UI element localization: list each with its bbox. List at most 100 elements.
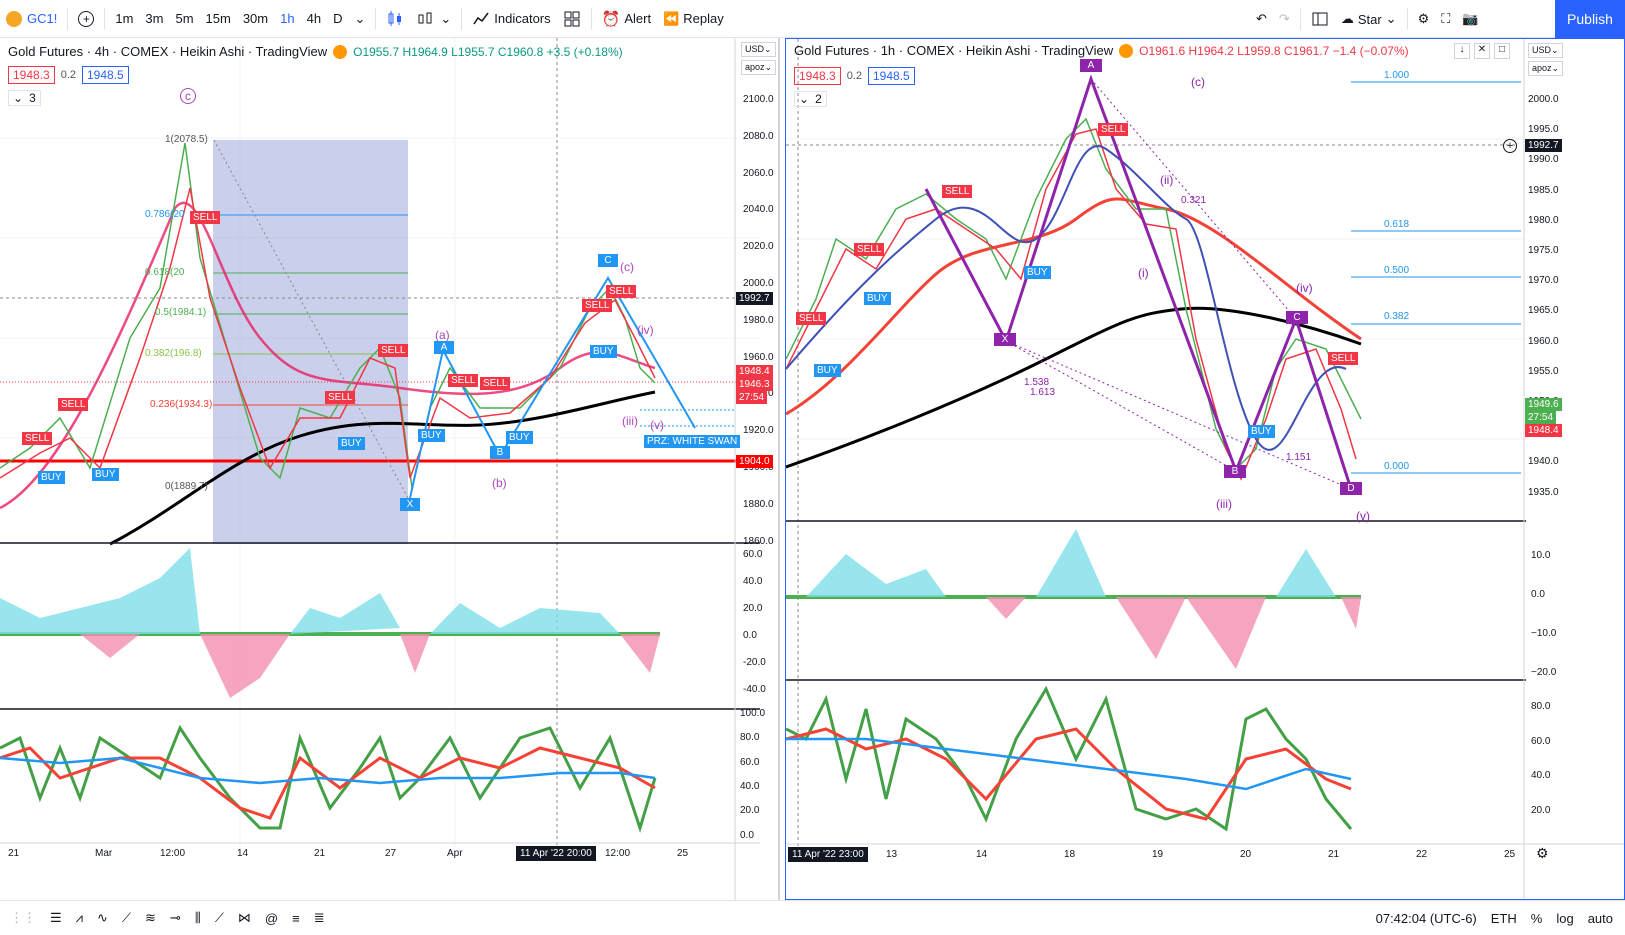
axis-label: 1880.0 bbox=[743, 498, 774, 510]
right-chart-title[interactable]: Gold Futures · 1h · COMEX · Heikin Ashi … bbox=[794, 43, 1114, 58]
left-currency-select[interactable]: USD⌄ bbox=[741, 42, 776, 57]
horizontal-lines-icon[interactable]: ☰ bbox=[50, 910, 62, 925]
drag-handle-icon[interactable]: ⋮⋮ bbox=[10, 910, 36, 925]
layout-button[interactable] bbox=[557, 0, 587, 38]
left-collapse-toggle[interactable]: ⌄ 3 bbox=[8, 90, 41, 106]
fib-0786: 0.786(20 bbox=[145, 209, 185, 220]
interval-1h[interactable]: 1h bbox=[280, 11, 295, 26]
percent-button[interactable]: % bbox=[1530, 910, 1543, 926]
symbol-search[interactable]: GC1! bbox=[0, 0, 63, 38]
wave-label-v: (v) bbox=[650, 418, 664, 432]
settings-lines-icon[interactable]: ≡ bbox=[292, 910, 300, 926]
left-chart-canvas[interactable] bbox=[0, 38, 780, 900]
interval-30m[interactable]: 30m bbox=[242, 11, 269, 26]
redo-button[interactable]: ↷ bbox=[1273, 0, 1296, 38]
bid-price[interactable]: 1948.3 bbox=[794, 67, 841, 85]
buy-signal: BUY bbox=[1248, 425, 1275, 438]
session-button[interactable]: ETH bbox=[1490, 910, 1517, 926]
zigzag-icon[interactable]: ⩘ bbox=[75, 910, 83, 925]
time-label: Apr bbox=[447, 848, 463, 859]
alarm-clock-icon: ⏰ bbox=[601, 10, 621, 28]
gear-icon[interactable]: ⚙ bbox=[1536, 845, 1549, 861]
add-line-icon[interactable]: + bbox=[1503, 139, 1517, 153]
auto-button[interactable]: auto bbox=[1587, 910, 1613, 926]
ask-price[interactable]: 1948.5 bbox=[868, 67, 915, 85]
undo-button[interactable]: ↶ bbox=[1250, 0, 1273, 38]
settings-button[interactable]: ⚙ bbox=[1412, 0, 1436, 38]
cloud-layout-button[interactable]: ☁ Star ⌄ bbox=[1335, 0, 1403, 38]
interval-4h[interactable]: 4h bbox=[306, 11, 322, 26]
chevron-down-icon: ⌄ bbox=[1385, 11, 1397, 26]
xabcd-pattern-icon[interactable]: ⋈ bbox=[237, 910, 251, 925]
pattern-point-x: X bbox=[994, 333, 1016, 346]
osc1-negative bbox=[986, 597, 1361, 669]
prz-label: PRZ: WHITE SWAN bbox=[644, 435, 741, 448]
left-scale-select[interactable]: apoz⌄ bbox=[741, 60, 777, 75]
pattern-point-a: A bbox=[434, 341, 454, 354]
fullscreen-button[interactable]: ⛶ bbox=[1435, 0, 1456, 38]
redo-icon: ↷ bbox=[1278, 11, 1290, 26]
left-last-price: 1992.7 bbox=[736, 292, 773, 305]
layout-split-button[interactable] bbox=[1305, 0, 1335, 38]
ask-price[interactable]: 1948.5 bbox=[82, 66, 129, 84]
axis-label: 2000.0 bbox=[1528, 94, 1559, 105]
ratio-label: 0.321 bbox=[1181, 195, 1207, 206]
left-countdown: 27:54 bbox=[736, 391, 768, 404]
fib-0618: 0.618 bbox=[1384, 219, 1410, 230]
buy-signal: BUY bbox=[590, 345, 617, 358]
clock[interactable]: 07:42:04 (UTC-6) bbox=[1375, 910, 1477, 926]
compare-button[interactable]: + bbox=[72, 0, 100, 38]
move-down-icon[interactable]: ↓ bbox=[1454, 43, 1470, 59]
vertical-bars-icon[interactable]: ⫼ bbox=[194, 910, 201, 925]
axis-label: 0.0 bbox=[740, 829, 754, 841]
gold-coin-icon bbox=[6, 10, 22, 27]
sell-signal: SELL bbox=[606, 285, 637, 298]
right-chart-canvas[interactable] bbox=[786, 39, 1625, 900]
chart-style-button[interactable]: ⌄ bbox=[410, 0, 457, 38]
spiral-icon[interactable]: @ bbox=[264, 910, 279, 926]
chart-type-button[interactable] bbox=[380, 0, 410, 38]
candles-icon bbox=[388, 10, 402, 26]
wave-label-iii: (iii) bbox=[622, 414, 638, 428]
right-currency-select[interactable]: USD⌄ bbox=[1528, 43, 1563, 58]
left-chart[interactable]: Gold Futures · 4h · COMEX · Heikin Ashi … bbox=[0, 38, 780, 900]
maximize-icon[interactable]: □ bbox=[1494, 43, 1510, 59]
interval-5m[interactable]: 5m bbox=[175, 11, 194, 26]
fib-channel-icon[interactable]: ≋ bbox=[145, 910, 156, 925]
interval-dropdown[interactable]: ⌄ bbox=[348, 0, 371, 38]
sell-signal: SELL bbox=[854, 243, 885, 256]
indicators-label: Indicators bbox=[494, 11, 551, 26]
left-chart-title[interactable]: Gold Futures · 4h · COMEX · Heikin Ashi … bbox=[8, 44, 328, 59]
replay-button[interactable]: ⏪ Replay bbox=[657, 0, 730, 38]
price-line-red bbox=[0, 187, 656, 479]
right-chart[interactable]: Gold Futures · 1h · COMEX · Heikin Ashi … bbox=[785, 38, 1625, 900]
sell-signal: SELL bbox=[378, 344, 409, 357]
interval-1m[interactable]: 1m bbox=[115, 11, 134, 26]
interval-15m[interactable]: 15m bbox=[205, 11, 231, 26]
right-collapse-toggle[interactable]: ⌄ 2 bbox=[794, 91, 827, 107]
settings-lines-2-icon[interactable]: ≣ bbox=[313, 910, 325, 925]
ray-icon[interactable]: ⟋ bbox=[214, 910, 224, 925]
interval-d[interactable]: D bbox=[333, 11, 343, 26]
right-scale-select[interactable]: apoz⌄ bbox=[1528, 61, 1564, 76]
axis-label: 1970.0 bbox=[1528, 275, 1559, 287]
time-label: 14 bbox=[237, 848, 249, 859]
log-button[interactable]: log bbox=[1556, 910, 1574, 926]
alert-button[interactable]: ⏰ Alert bbox=[596, 0, 657, 38]
wave-label-i: (i) bbox=[1138, 266, 1149, 280]
fullscreen-icon: ⛶ bbox=[1441, 11, 1451, 26]
interval-3m[interactable]: 3m bbox=[145, 11, 164, 26]
horizontal-ray-icon[interactable]: ⊸ bbox=[169, 910, 181, 925]
bid-price[interactable]: 1948.3 bbox=[8, 66, 55, 84]
indicators-button[interactable]: Indicators bbox=[466, 0, 556, 38]
left-current-price-2: 1946.3 bbox=[736, 378, 773, 391]
close-icon[interactable]: ✕ bbox=[1474, 43, 1490, 59]
axis-label: 0.0 bbox=[1531, 589, 1545, 600]
trend-line-icon[interactable]: ⟋ bbox=[121, 910, 132, 925]
elliott-wave-icon[interactable]: ∿ bbox=[97, 910, 108, 925]
sell-signal: SELL bbox=[325, 391, 356, 404]
right-bidask: 1948.3 0.2 1948.5 bbox=[794, 67, 915, 85]
publish-button[interactable]: Publish bbox=[1555, 0, 1625, 38]
snapshot-button[interactable]: 📷 bbox=[1456, 0, 1484, 38]
sell-signal: SELL bbox=[448, 374, 479, 387]
